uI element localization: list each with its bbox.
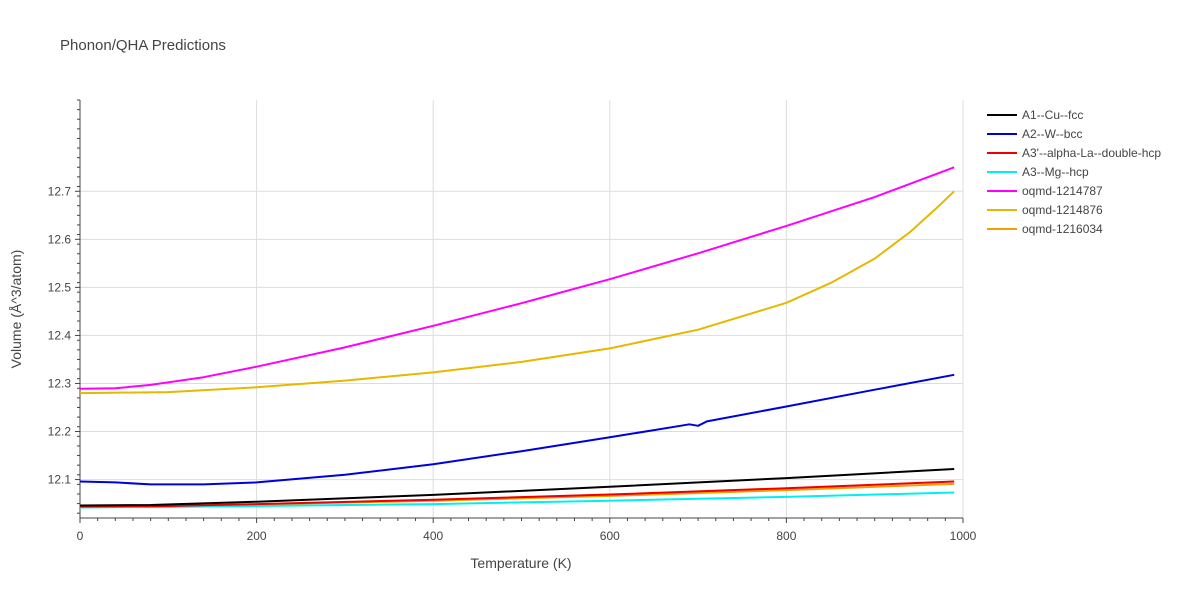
x-tick-label: 0	[77, 529, 84, 543]
legend-item[interactable]: oqmd-1214787	[987, 184, 1103, 198]
series-line-oqmd-1214876	[79, 190, 955, 395]
y-tick-label: 12.2	[48, 425, 72, 439]
legend-label: oqmd-1214787	[1022, 184, 1103, 198]
legend[interactable]: A1--Cu--fcc A2--W--bcc A3'--alpha-La--doub…	[987, 108, 1161, 236]
legend-label: A2--W--bcc	[1022, 127, 1082, 141]
x-tick-label: 400	[423, 529, 443, 543]
series-line-A3'--alpha-La--double-hcp	[79, 480, 955, 508]
legend-item[interactable]: oqmd-1214876	[987, 203, 1103, 217]
grid	[80, 100, 964, 518]
y-tick-label: 12.1	[48, 473, 72, 487]
x-tick-label: 600	[600, 529, 620, 543]
series-line-A1--Cu--fcc	[79, 468, 955, 507]
chart-title: Phonon/QHA Predictions	[60, 37, 226, 54]
legend-label: oqmd-1214876	[1022, 203, 1103, 217]
legend-label: A3--Mg--hcp	[1022, 165, 1089, 179]
series-line-A2--W--bcc	[79, 373, 955, 486]
y-tick-label: 12.4	[48, 328, 72, 342]
plot-area	[79, 166, 955, 509]
x-axis-title: Temperature (K)	[470, 555, 571, 571]
axes: 0 200 400 600 800 1000 12.1 12.2 12.3 12.4 12.5 12.…	[48, 99, 977, 543]
series-line-oqmd-1214787	[79, 166, 955, 390]
y-tick-label: 12.6	[48, 232, 72, 246]
y-axis-title: Volume (Å^3/atom)	[8, 250, 24, 369]
legend-label: A1--Cu--fcc	[1022, 108, 1083, 122]
legend-item[interactable]: oqmd-1216034	[987, 222, 1103, 236]
legend-item[interactable]: A1--Cu--fcc	[987, 108, 1083, 122]
legend-item[interactable]: A2--W--bcc	[987, 127, 1082, 141]
y-tick-label: 12.3	[48, 376, 72, 390]
x-tick-label: 1000	[950, 529, 977, 543]
x-tick-label: 800	[776, 529, 796, 543]
y-tick-label: 12.7	[48, 184, 72, 198]
legend-label: oqmd-1216034	[1022, 222, 1103, 236]
legend-item[interactable]: A3'--alpha-La--double-hcp	[987, 146, 1161, 160]
y-tick-label: 12.5	[48, 280, 72, 294]
x-tick-label: 200	[247, 529, 267, 543]
legend-label: A3'--alpha-La--double-hcp	[1022, 146, 1161, 160]
legend-item[interactable]: A3--Mg--hcp	[987, 165, 1089, 179]
